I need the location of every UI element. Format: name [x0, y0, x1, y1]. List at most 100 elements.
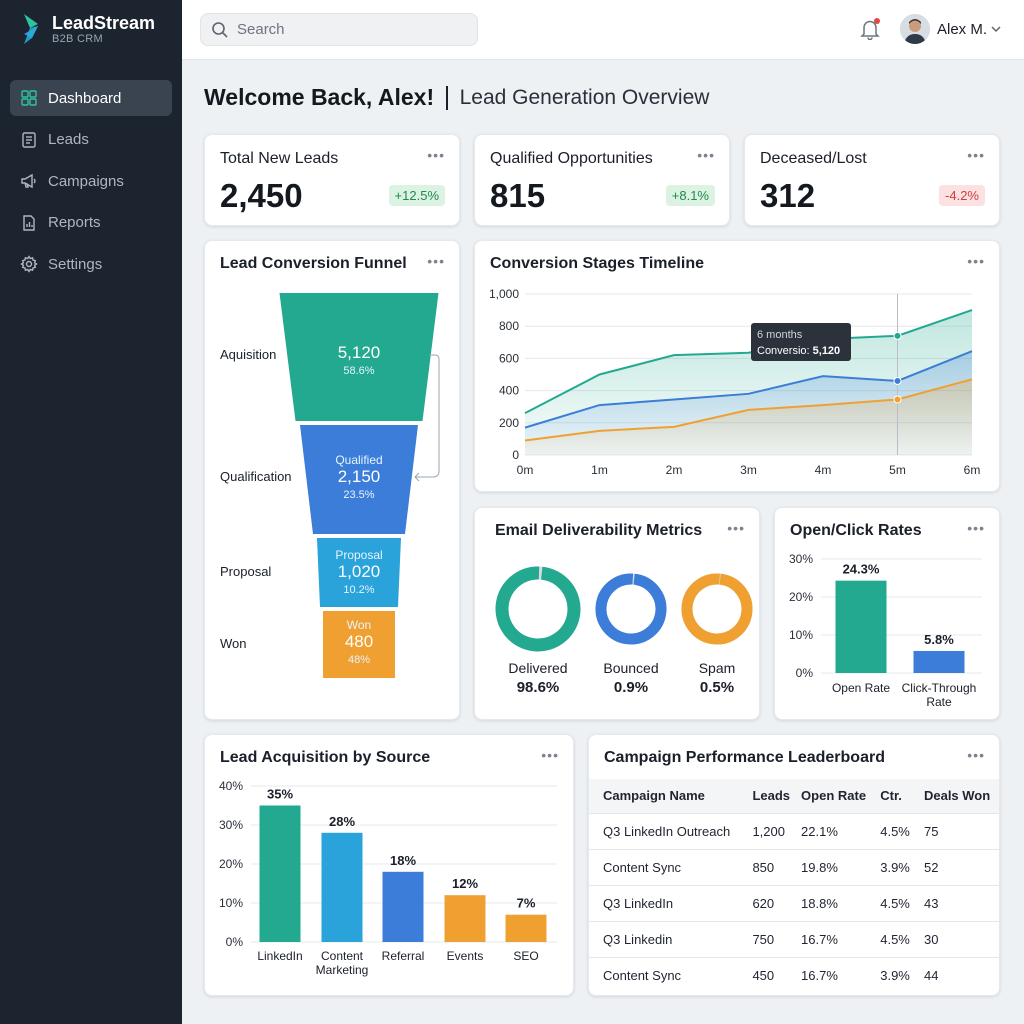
y-tick-label: 20% [219, 857, 243, 871]
table-cell: 3.9% [880, 967, 910, 983]
search-box[interactable] [200, 13, 478, 46]
funnel-stage-label: Qualification [220, 469, 292, 484]
x-tick-label: Marketing [316, 963, 369, 977]
avatar[interactable] [900, 14, 930, 44]
more-options-icon[interactable]: ••• [727, 520, 745, 536]
funnel-stage[interactable] [279, 293, 439, 421]
more-options-icon[interactable]: ••• [967, 520, 985, 536]
y-tick-label: 800 [499, 319, 519, 333]
y-tick-label: 30% [789, 552, 813, 566]
brand[interactable]: LeadStream B2B CRM [20, 12, 155, 46]
more-options-icon[interactable]: ••• [967, 747, 985, 763]
x-tick-label: 1m [591, 463, 608, 477]
user-avatar-icon [900, 14, 930, 44]
table-cell: 43 [913, 885, 999, 922]
sidebar-item-settings[interactable]: Settings [10, 246, 172, 282]
funnel-percent: 58.6% [343, 365, 374, 377]
more-options-icon[interactable]: ••• [427, 147, 445, 163]
search-input[interactable] [237, 21, 457, 38]
more-options-icon[interactable]: ••• [427, 253, 445, 269]
kpi-card-deceased-lost: Deceased/Lost ••• 312 -4.2% [744, 134, 1000, 226]
column-header[interactable]: Campaign Name [589, 779, 747, 814]
funnel-percent: 48% [348, 654, 370, 666]
bell-icon [860, 20, 880, 41]
sidebar-item-reports[interactable]: Reports [10, 205, 172, 241]
funnel-stage[interactable] [323, 611, 395, 678]
email-deliverability-card: Email Deliverability Metrics ••• Deliver… [474, 507, 760, 720]
tooltip-box [751, 323, 851, 361]
leaderboard-card: Campaign Performance Leaderboard ••• Cam… [588, 734, 1000, 996]
funnel-percent: 23.5% [343, 489, 374, 501]
funnel-stage[interactable] [300, 425, 418, 534]
column-header[interactable]: Ctr. [874, 779, 914, 814]
table-row[interactable]: Content Sync 850 19.8% 3.9% 52 [589, 849, 999, 886]
megaphone-icon [21, 173, 36, 189]
donut-label: Delivered [508, 660, 567, 676]
table-row[interactable]: Q3 LinkedIn Outreach 1,200 22.1% 4.5% 75 [589, 813, 999, 850]
y-tick-label: 10% [789, 628, 813, 642]
x-tick-label: Open Rate [832, 681, 890, 695]
column-header[interactable]: Deals Won [913, 779, 999, 814]
chart-tooltip: 6 months Conversio: 5,120 [751, 323, 851, 361]
table-row[interactable]: Content Sync 450 16.7% 3.9% 44 [589, 957, 999, 993]
kpi-change-badge: +12.5% [388, 185, 445, 206]
y-tick-label: 400 [499, 384, 519, 398]
more-options-icon[interactable]: ••• [967, 253, 985, 269]
sidebar-item-leads[interactable]: Leads [10, 122, 172, 158]
table-cell: 19.8% [795, 849, 875, 886]
column-header[interactable]: Open Rate [795, 779, 875, 814]
bar[interactable] [913, 650, 965, 673]
column-header[interactable]: Leads [746, 779, 796, 814]
rates-bar-chart: 0% 10% 20% 30% 24.3% 5.8% Open Rate Click-Throu… [789, 552, 982, 709]
table-row[interactable]: Q3 Linkedin 750 16.7% 4.5% 30 [589, 921, 999, 958]
table-header-row: Campaign Name Leads Open Rate Ctr. Deals Won [589, 779, 999, 814]
bar[interactable] [321, 832, 363, 942]
hover-point[interactable] [893, 376, 902, 385]
card-title: Lead Conversion Funnel [220, 255, 407, 272]
table-cell: Content Sync [603, 967, 682, 983]
donut-segment[interactable] [681, 573, 753, 645]
kpi-value: 815 [490, 177, 546, 214]
donut-segment[interactable] [595, 573, 667, 645]
chevron-down-icon[interactable] [990, 23, 1002, 35]
donut-segment[interactable] [495, 566, 581, 652]
notifications-button[interactable] [860, 18, 880, 41]
funnel-inner-label: Won [347, 618, 371, 632]
card-title: Lead Acquisition by Source [220, 749, 431, 766]
bar[interactable] [835, 580, 887, 673]
donut-value: 98.6% [517, 679, 560, 696]
y-tick-label: 40% [219, 779, 243, 793]
bar-value-label: 24.3% [843, 562, 880, 577]
bar-value-label: 5.8% [924, 632, 954, 647]
sidebar-item-label: Reports [48, 214, 101, 231]
more-options-icon[interactable]: ••• [697, 147, 715, 163]
hover-point[interactable] [893, 331, 902, 340]
bar[interactable] [505, 914, 547, 942]
funnel-value: 1,020 [338, 562, 381, 581]
funnel-stage[interactable] [317, 538, 401, 607]
sidebar-item-campaigns[interactable]: Campaigns [10, 163, 172, 199]
hover-point[interactable] [893, 395, 902, 404]
table-cell: 75 [913, 813, 999, 850]
tooltip-line1: 6 months [757, 329, 803, 341]
funnel-flow-arrow-icon [414, 354, 440, 482]
x-tick-label: Events [447, 949, 484, 963]
table-cell: 4.5% [874, 813, 914, 850]
bar[interactable] [259, 805, 301, 943]
sidebar-item-dashboard[interactable]: Dashboard [10, 80, 172, 116]
x-tick-label: 3m [740, 463, 757, 477]
table-row[interactable]: Q3 LinkedIn 620 18.8% 4.5% 43 [589, 885, 999, 922]
kpi-change-badge: -4.2% [939, 185, 985, 206]
user-name[interactable]: Alex M. [937, 21, 988, 38]
bar[interactable] [382, 871, 424, 942]
bar[interactable] [444, 895, 486, 942]
funnel-chart: Aquisition 5,120 58.6% Qualification Qualifi… [220, 293, 440, 678]
table-cell: 44 [923, 967, 939, 983]
table-cell: 3.9% [874, 849, 914, 886]
more-options-icon[interactable]: ••• [541, 747, 559, 763]
table-cell: 620 [746, 885, 796, 922]
card-title: Campaign Performance Leaderboard [604, 749, 885, 766]
more-options-icon[interactable]: ••• [967, 147, 985, 163]
y-tick-label: 0 [512, 448, 519, 462]
y-tick-label: 30% [219, 818, 243, 832]
